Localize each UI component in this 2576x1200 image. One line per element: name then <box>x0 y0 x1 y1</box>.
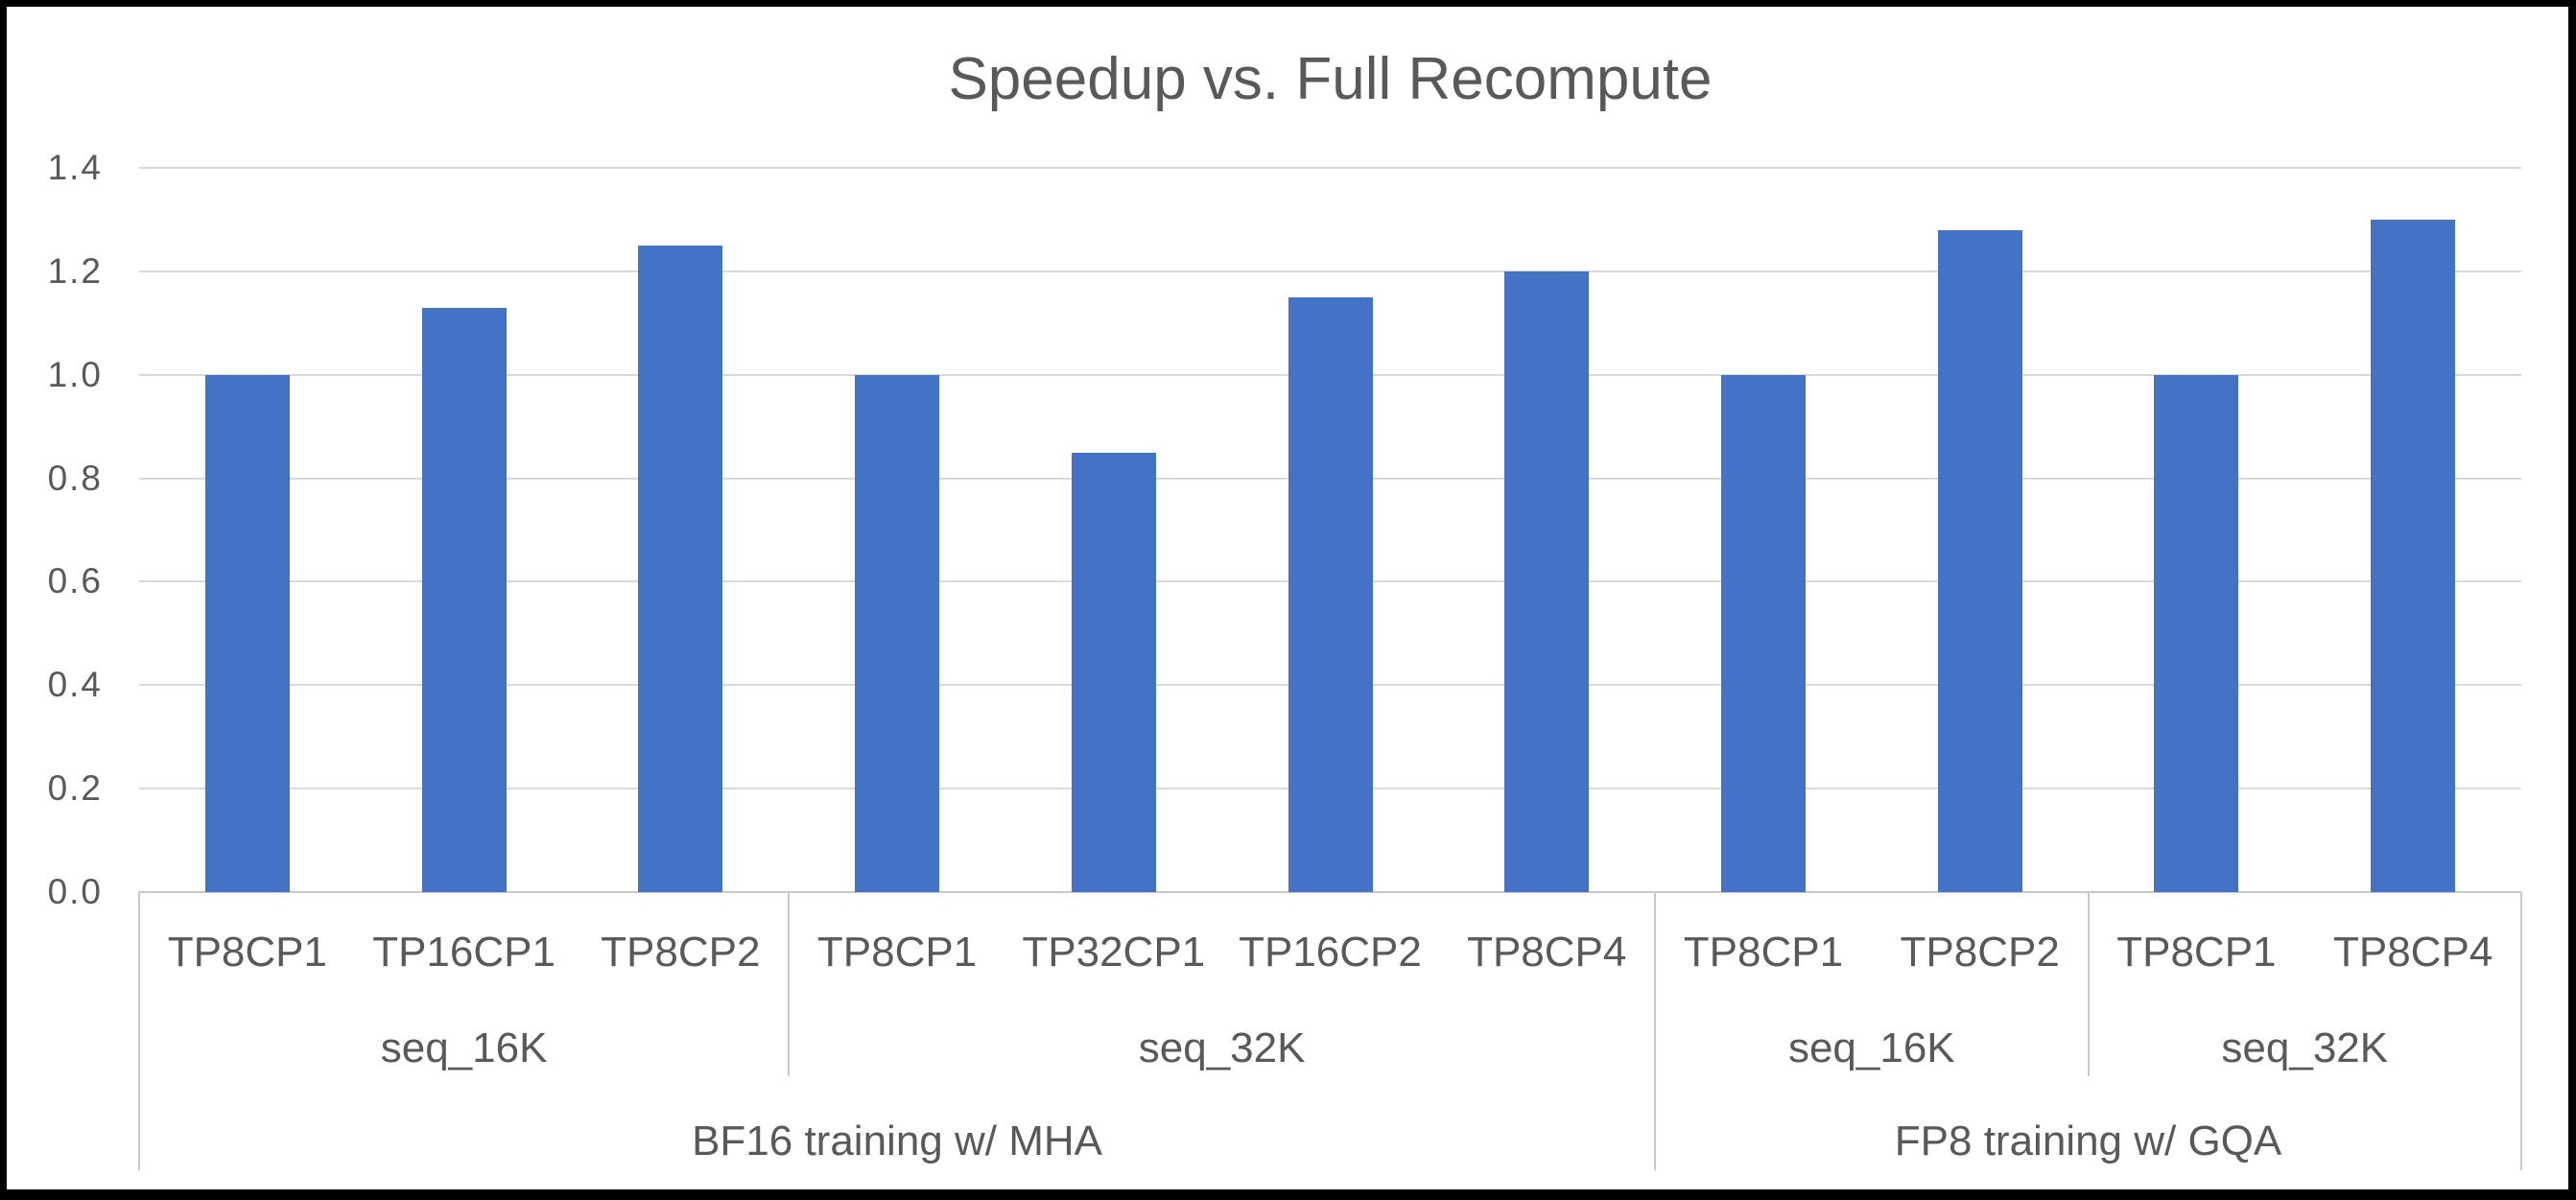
x-label-tier1-tp8cp1: TP8CP1 <box>167 929 327 976</box>
x-label-tier1-tp8cp2: TP8CP2 <box>1900 929 2060 976</box>
bar-tp8cp1 <box>2154 374 2239 892</box>
gridline-1.2 <box>139 270 2521 272</box>
category-border-left <box>138 892 140 1170</box>
bar-tp8cp4 <box>1504 271 1590 892</box>
x-label-tier3-group1: BF16 training w/ MHA <box>692 1118 1102 1165</box>
x-label-tier2-seq_32k: seq_32K <box>1138 1024 1306 1071</box>
bar-tp8cp1 <box>204 374 290 892</box>
y-tick-label-0.6: 0.6 <box>47 561 103 601</box>
bar-tp8cp2 <box>638 245 723 892</box>
x-label-tier1-tp16cp1: TP16CP1 <box>372 929 555 976</box>
x-label-tier1-tp32cp1: TP32CP1 <box>1022 929 1206 976</box>
x-label-tier1-tp8cp1: TP8CP1 <box>2116 929 2277 976</box>
gridline-1.4 <box>139 167 2521 169</box>
bar-tp16cp2 <box>1288 296 1373 892</box>
x-label-tier2-seq_32k: seq_32K <box>2221 1024 2389 1071</box>
chart-title: Speedup vs. Full Recompute <box>948 46 1713 112</box>
y-tick-label-0.8: 0.8 <box>47 458 103 498</box>
x-label-tier1-tp8cp1: TP8CP1 <box>816 929 978 976</box>
x-label-tier1-tp8cp4: TP8CP4 <box>2332 929 2493 976</box>
y-tick-label-0.4: 0.4 <box>47 665 103 705</box>
x-label-tier2-seq_16k: seq_16K <box>380 1024 548 1071</box>
training-group-divider <box>1654 892 1657 1170</box>
bar-tp16cp1 <box>421 307 507 892</box>
bar-tp32cp1 <box>1071 452 1156 892</box>
x-label-tier1-tp8cp4: TP8CP4 <box>1467 929 1627 976</box>
y-tick-label-1.4: 1.4 <box>47 148 103 187</box>
y-tick-label-1.0: 1.0 <box>47 354 103 394</box>
x-axis-line <box>139 891 2521 893</box>
y-tick-label-0.2: 0.2 <box>47 768 103 809</box>
x-label-tier3-group2: FP8 training w/ GQA <box>1894 1118 2282 1165</box>
bar-tp8cp2 <box>1937 229 2022 892</box>
bar-tp8cp4 <box>2371 219 2456 892</box>
x-label-tier2-seq_16k: seq_16K <box>1787 1024 1955 1071</box>
x-label-tier1-tp8cp1: TP8CP1 <box>1683 929 1844 976</box>
seq-group-divider <box>788 892 791 1076</box>
y-tick-label-0.0: 0.0 <box>47 872 103 911</box>
bar-tp8cp1 <box>855 374 940 892</box>
seq-group-divider <box>2087 892 2090 1076</box>
category-border-right <box>2520 892 2522 1170</box>
x-label-tier1-tp16cp2: TP16CP2 <box>1239 929 1422 976</box>
x-label-tier1-tp8cp2: TP8CP2 <box>601 929 761 976</box>
y-tick-label-1.2: 1.2 <box>47 250 103 291</box>
bar-tp8cp1 <box>1720 374 1806 892</box>
